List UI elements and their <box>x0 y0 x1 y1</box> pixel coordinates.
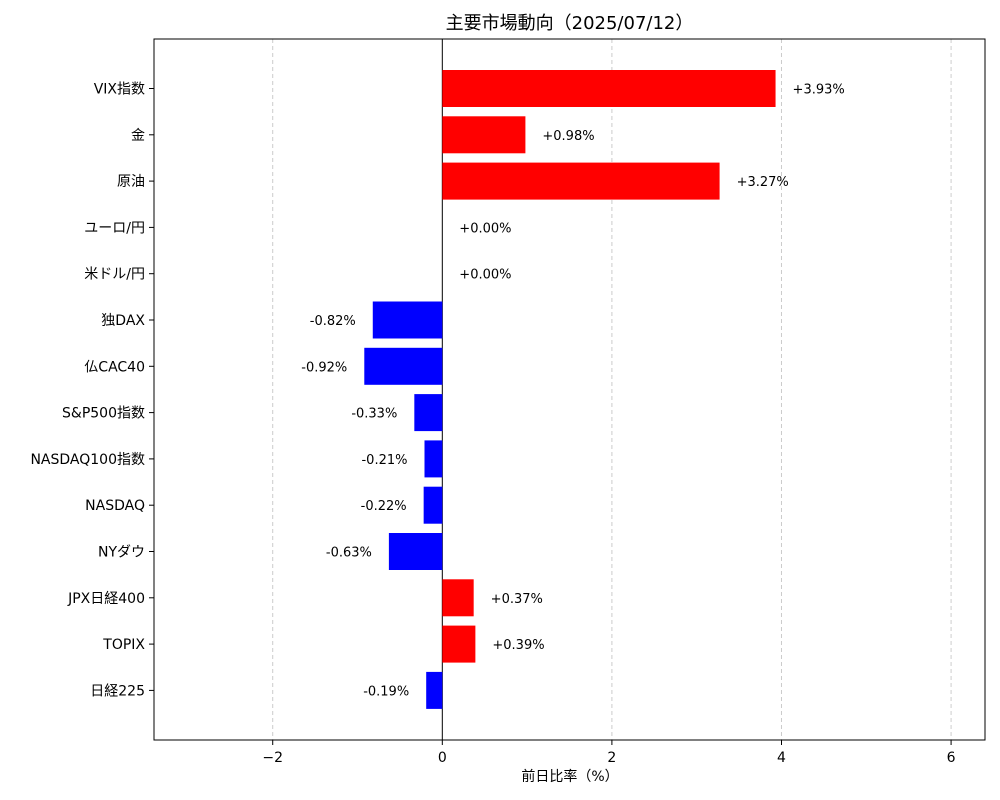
data-label: +0.00% <box>459 268 511 283</box>
data-label: -0.63% <box>326 546 372 561</box>
bar-2 <box>442 162 720 200</box>
bar-0 <box>442 70 776 107</box>
plot-frame <box>153 38 986 741</box>
x-axis-label: 前日比率（%） <box>521 768 618 785</box>
x-tick-label: −2 <box>262 750 283 766</box>
bar-5 <box>372 301 443 339</box>
data-label: -0.33% <box>351 407 397 422</box>
category-label: ユーロ/円 <box>84 220 145 236</box>
x-tick-label: 6 <box>947 750 956 766</box>
data-label: -0.22% <box>361 499 407 514</box>
bar-12 <box>442 625 476 663</box>
bar-1 <box>442 116 526 154</box>
data-label: -0.82% <box>310 314 356 329</box>
data-label: +0.39% <box>492 638 544 653</box>
category-label: VIX指数 <box>94 82 145 98</box>
x-tick-label: 2 <box>607 750 616 766</box>
category-label: TOPIX <box>102 637 145 653</box>
data-label: +0.00% <box>459 221 511 236</box>
x-tick-label: 4 <box>777 750 786 766</box>
category-label: 独DAX <box>101 313 145 329</box>
data-label: -0.21% <box>361 453 407 468</box>
bar-9 <box>423 486 443 524</box>
bar-8 <box>424 440 443 478</box>
data-label: +0.37% <box>491 592 543 607</box>
category-label: 米ドル/円 <box>84 267 145 283</box>
bar-13 <box>426 671 443 709</box>
category-label: NYダウ <box>98 545 145 561</box>
data-label: +0.98% <box>542 129 594 144</box>
category-label: JPX日経400 <box>67 591 145 607</box>
category-label: NASDAQ100指数 <box>30 452 145 468</box>
data-labels: +3.93% +0.98% +3.27% +0.00% +0.00% -0.82% -0.9… <box>301 83 844 700</box>
x-axis-ticks: −2 0 2 4 6 <box>262 740 956 766</box>
data-label: +3.93% <box>793 83 845 98</box>
bar-10 <box>388 533 443 570</box>
category-label: 仏CAC40 <box>84 359 145 375</box>
data-label: +3.27% <box>737 175 789 190</box>
data-label: -0.92% <box>301 360 347 375</box>
category-label: S&P500指数 <box>62 406 145 422</box>
grid-lines <box>272 39 952 740</box>
bar-11 <box>442 579 474 617</box>
category-label: 日経225 <box>90 683 145 699</box>
category-label: 金 <box>131 128 145 144</box>
plot-border <box>153 38 986 741</box>
data-label: -0.19% <box>363 684 409 699</box>
chart-title: 主要市場動向（2025/07/12） <box>446 13 694 34</box>
bars <box>364 70 776 709</box>
category-label: NASDAQ <box>85 498 145 514</box>
bar-7 <box>414 394 443 432</box>
bar-6 <box>364 347 443 385</box>
x-tick-label: 0 <box>438 750 447 766</box>
category-label: 原油 <box>117 174 145 190</box>
